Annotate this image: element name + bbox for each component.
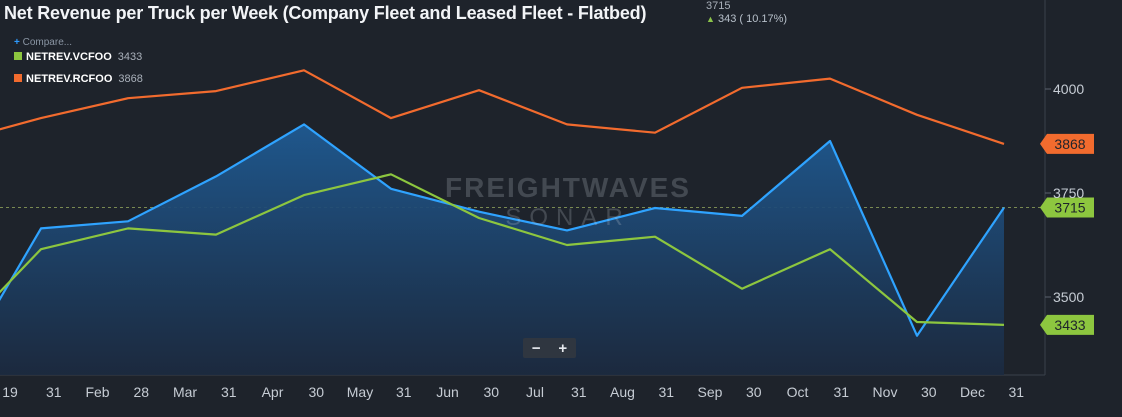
x-tick-label: 30	[483, 384, 499, 400]
watermark-line1: FREIGHTWAVES	[445, 172, 691, 203]
series-line-netrev-vcfoo	[0, 173, 1005, 326]
plus-icon: +	[14, 37, 20, 48]
x-tick-label: May	[347, 384, 373, 400]
last-value-tag-text: 3715	[1054, 200, 1085, 216]
x-tick-label: 30	[746, 384, 762, 400]
x-tick-label: Feb	[85, 384, 109, 400]
legend-value: 3868	[118, 73, 143, 85]
x-tick-label: 31	[1008, 384, 1024, 400]
x-tick-label: Jun	[436, 384, 459, 400]
last-value-tag: 3868	[1040, 133, 1094, 154]
area-fill	[0, 124, 1004, 375]
header-change-text: 343 ( 10.17%)	[717, 13, 788, 25]
header-current-value: 3715	[706, 0, 731, 12]
legend-value: 3433	[117, 51, 143, 63]
x-tick-label: Oct	[787, 384, 809, 400]
zoom-controls: − +	[523, 338, 576, 358]
x-tick-label: Jul	[526, 384, 544, 400]
legend-name: NETREV.RCFOO	[26, 73, 113, 85]
x-tick-label: Apr	[262, 384, 284, 400]
x-tick-label: 31	[571, 384, 587, 400]
legend-name: NETREV.VCFOO	[26, 51, 112, 63]
last-value-tag-bg	[1040, 197, 1094, 218]
compare-label: Compare...	[22, 37, 73, 48]
x-tick-label: 31	[221, 384, 237, 400]
x-tick-label: 28	[133, 384, 149, 400]
y-tick-label: 4000	[1053, 81, 1084, 97]
last-value-tag: 3433	[1040, 314, 1094, 335]
last-value-tag-bg	[1040, 133, 1094, 154]
legend-item-vcfoo[interactable]: NETREV.VCFOO 3433	[14, 51, 142, 63]
x-tick-label: 19	[2, 384, 18, 400]
header-change: ▲ 343 ( 10.17%)	[706, 13, 787, 25]
last-value-tag-text: 3868	[1054, 136, 1085, 152]
x-tick-label: 31	[396, 384, 412, 400]
x-tick-label: 30	[308, 384, 324, 400]
chart-title: Net Revenue per Truck per Week (Company …	[4, 3, 647, 23]
zoom-out-button[interactable]: −	[531, 339, 541, 357]
x-tick-label: Mar	[173, 384, 197, 400]
watermark-line2: SONAR	[505, 204, 630, 231]
up-arrow-icon: ▲	[706, 14, 715, 24]
series-line-netrev-rcfoo	[0, 69, 1005, 145]
compare-button[interactable]: + Compare...	[14, 37, 72, 48]
x-tick-label: Dec	[960, 384, 985, 400]
last-value-tag-bg	[1040, 314, 1094, 335]
legend-swatch	[14, 52, 22, 60]
y-tick-label: 3750	[1053, 185, 1084, 201]
x-tick-label: Sep	[698, 384, 723, 400]
x-tick-label: Nov	[873, 384, 898, 400]
legend-swatch	[14, 74, 22, 82]
x-tick-label: 31	[46, 384, 62, 400]
x-tick-label: Aug	[610, 384, 635, 400]
y-tick-label: 3500	[1053, 289, 1084, 305]
last-value-tag: 3715	[1040, 197, 1094, 218]
x-tick-label: 31	[658, 384, 674, 400]
watermark: FREIGHTWAVES SONAR	[445, 172, 691, 231]
zoom-in-button[interactable]: +	[558, 339, 568, 357]
legend-item-rcfoo[interactable]: NETREV.RCFOO 3868	[14, 73, 143, 85]
last-value-tag-text: 3433	[1054, 317, 1085, 333]
x-tick-label: 31	[833, 384, 849, 400]
x-tick-label: 30	[921, 384, 937, 400]
series-line-area	[0, 123, 1005, 337]
